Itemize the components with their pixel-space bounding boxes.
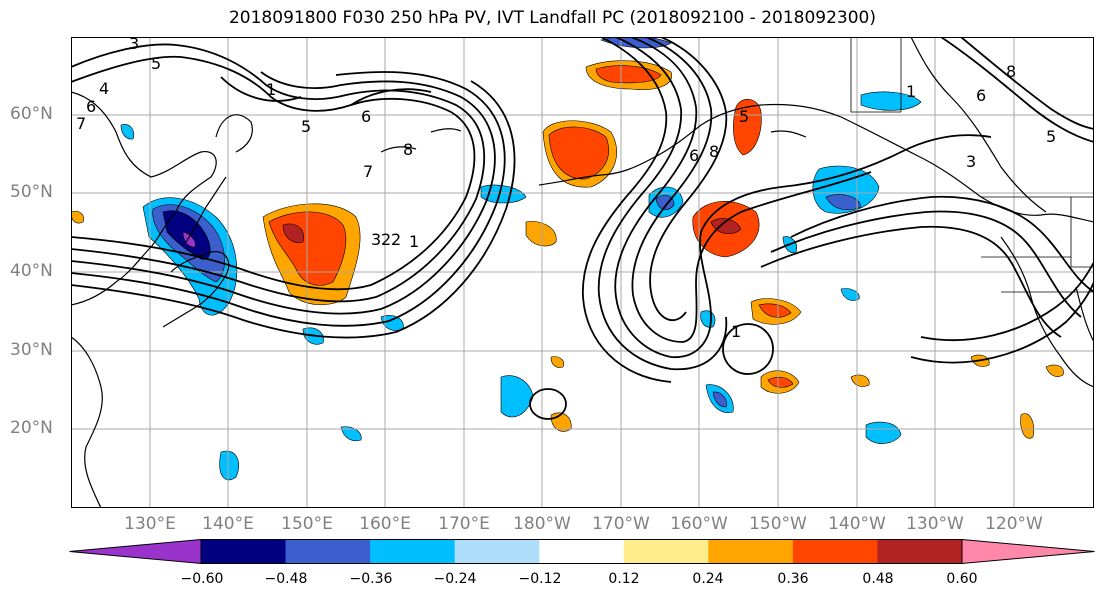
colorbar-segment [708, 539, 794, 564]
contour-label: 5 [739, 107, 749, 126]
contour-label: 2 [391, 230, 401, 249]
anomaly-neg-japan-min [182, 231, 196, 248]
colorbar-tick-label: 0.60 [946, 571, 978, 587]
colorbar-tick-label: −0.24 [433, 571, 477, 587]
contour-label: 3 [129, 37, 139, 53]
anomaly-pos-west-edge [71, 210, 84, 224]
anomaly-pos-bering-core [548, 126, 609, 180]
anomaly-pos-145w [733, 99, 762, 156]
pv-contours [71, 37, 1094, 420]
anomaly-pos-160w-max [710, 218, 742, 235]
colorbar-segment [370, 539, 456, 564]
contour-label: 5 [151, 54, 161, 73]
anomaly-neg-140e-14n [219, 450, 240, 481]
contour-labels: 3 5 6 4 7 1 2 5 6 7 8 3 2 1 6 8 5 6 1 8 … [76, 37, 1056, 341]
colorbar-tick-label: 0.12 [608, 571, 640, 587]
anomaly-pos-177w-27n [550, 356, 565, 368]
colorbar-segment [69, 539, 201, 564]
lat-label-20n: 20°N [10, 418, 53, 438]
colorbar-segment [792, 539, 878, 564]
contour-label: 5 [301, 117, 311, 136]
anomaly-pos-137w-22n [850, 374, 870, 387]
contour-label: 6 [976, 86, 986, 105]
lon-label-130w: 130°W [906, 514, 964, 534]
contour-label: 2 [381, 230, 391, 249]
lat-lon-grid [71, 37, 1094, 508]
anomaly-pos-150w-30n-core [758, 303, 792, 318]
anomaly-pos-150w-25n-core [767, 376, 794, 388]
lon-label-160e: 160°E [359, 514, 411, 534]
anomaly-neg-140w-17n [865, 421, 902, 444]
anomaly-neg-140w-core [825, 194, 862, 211]
anomaly-neg-157e-17n [340, 426, 362, 442]
colorbar-tick-label: −0.48 [264, 571, 308, 587]
contour-label: 7 [76, 114, 86, 133]
lat-label-60n: 60°N [10, 104, 53, 124]
contour-label: 5 [1046, 127, 1056, 146]
lon-label-170e: 170°E [438, 514, 490, 534]
map-panel: 3 5 6 4 7 1 2 5 6 7 8 3 2 1 6 8 5 6 1 8 … [71, 37, 1094, 508]
colorbar-tick-label: −0.60 [180, 571, 224, 587]
contour-label: 1 [731, 322, 741, 341]
anomaly-pos-118w-20n [1020, 413, 1034, 439]
contour-label: 1 [409, 232, 419, 251]
colorbar-segments [69, 539, 1095, 564]
colorbar-tick-label: −0.12 [518, 571, 562, 587]
contour-label: 3 [966, 152, 976, 171]
lat-label-50n: 50°N [10, 182, 53, 202]
contour-label: 1 [266, 80, 276, 99]
lon-label-130e: 130°E [124, 514, 176, 534]
contour-label: 8 [709, 142, 719, 161]
contour-label: 6 [689, 146, 699, 165]
contour-label: 8 [1006, 62, 1016, 81]
lon-label-150w: 150°W [749, 514, 807, 534]
anomaly-neg-160w-22n-core [712, 391, 728, 408]
colorbar-segment [454, 539, 540, 564]
colorbar-tick-label: 0.36 [777, 571, 809, 587]
map-title: 2018091800 F030 250 hPa PV, IVT Landfall… [228, 8, 876, 28]
contour-label: 8 [403, 140, 413, 159]
colorbar-tick-label: −0.36 [349, 571, 393, 587]
colorbar-tick-label: 0.24 [692, 571, 724, 587]
anomaly-neg-northeast [860, 91, 922, 111]
contour-label: 6 [361, 107, 371, 126]
anomaly-neg-125e-57n [120, 124, 135, 140]
lon-label-170w: 170°W [592, 514, 650, 534]
anomaly-pos-113w-25n [1045, 364, 1064, 377]
colorbar-segment [539, 539, 625, 564]
lon-label-140w: 140°W [828, 514, 886, 534]
colorbar-frame [200, 539, 963, 564]
lat-label-40n: 40°N [10, 261, 53, 281]
political-borders [850, 37, 1094, 293]
lat-label-30n: 30°N [10, 340, 53, 360]
lon-label-120w: 120°W [985, 514, 1043, 534]
contour-label: 4 [99, 79, 109, 98]
contour-label: 3 [371, 230, 381, 249]
anomaly-neg-165w-core [655, 194, 675, 210]
map-frame [71, 37, 1094, 508]
colorbar-segment [623, 539, 709, 564]
contour-label: 6 [86, 97, 96, 116]
colorbar [69, 539, 1095, 565]
anomaly-pos-150e-max [282, 223, 304, 243]
contour-label: 1 [906, 82, 916, 101]
anomaly-neg-143w-35n [840, 288, 860, 301]
colorbar-tick-label: 0.48 [862, 571, 894, 587]
colorbar-segment [201, 539, 287, 564]
colorbar-segment [285, 539, 371, 564]
lon-label-180w: 180°W [513, 514, 571, 534]
colorbar-segment [877, 539, 963, 564]
lon-label-140e: 140°E [202, 514, 254, 534]
lon-label-150e: 150°E [281, 514, 333, 534]
anomaly-pos-175e-42n [525, 221, 557, 247]
lon-label-160w: 160°W [670, 514, 728, 534]
contour-label: 7 [363, 162, 373, 181]
anomaly-neg-178e-48n [480, 184, 527, 204]
colorbar-segment [962, 539, 1095, 564]
